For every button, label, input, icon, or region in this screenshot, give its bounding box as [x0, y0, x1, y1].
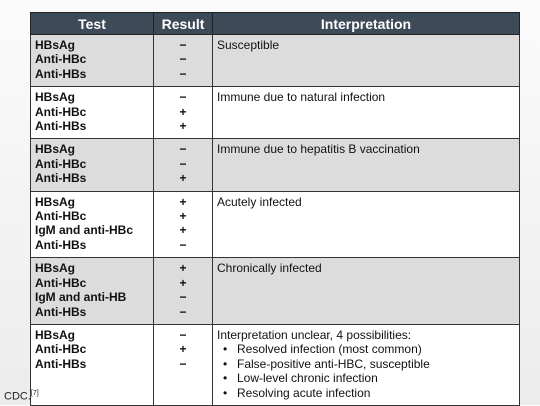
result-cell: − − − — [153, 33, 213, 88]
test-name: Anti-HBs — [35, 237, 87, 252]
hbv-table: Test Result Interpretation HBsAg Anti-HBc An… — [30, 12, 520, 406]
result: + — [179, 342, 187, 357]
test-name: Anti-HBc — [35, 342, 87, 357]
result: − — [179, 66, 187, 81]
test-name: HBsAg — [35, 327, 76, 342]
test-cell: HBsAg Anti-HBc Anti-HBs — [30, 323, 154, 406]
footnote: CDC.[7] — [4, 390, 39, 403]
possibility: False-positive anti-HBC, susceptible — [237, 357, 515, 371]
result: − — [179, 142, 187, 157]
test-cell: HBsAg Anti-HBc IgM and anti-HBc Anti-HBs — [30, 190, 154, 259]
result: − — [179, 356, 187, 371]
result: + — [179, 194, 187, 209]
test-name: Anti-HBc — [35, 275, 87, 290]
test-name: Anti-HBc — [35, 156, 87, 171]
reference: [7] — [30, 390, 39, 397]
test-name: Anti-HBs — [35, 119, 87, 134]
result: − — [179, 237, 187, 252]
test-name: HBsAg — [35, 261, 76, 276]
table-body: HBsAg Anti-HBc Anti-HBs − − − Susceptible HBsAg… — [30, 33, 520, 406]
table-row: HBsAg Anti-HBc Anti-HBs − + − Interpretation u… — [30, 323, 520, 406]
interpretation-cell: Acutely infected — [212, 190, 520, 259]
test-name: Anti-HBs — [35, 171, 87, 186]
result: + — [179, 171, 187, 186]
test-name: HBsAg — [35, 90, 76, 105]
result: + — [179, 275, 187, 290]
test-name: Anti-HBc — [35, 209, 87, 224]
test-name: HBsAg — [35, 38, 76, 52]
possibility: Low-level chronic infection — [237, 371, 515, 385]
result: − — [179, 290, 187, 305]
interpretation-cell: Immune due to natural infection — [212, 86, 520, 140]
test-name: Anti-HBc — [35, 52, 87, 67]
interpretation: Susceptible — [217, 38, 280, 52]
interpretation-cell: Interpretation unclear, 4 possibilities:… — [212, 323, 520, 406]
result: − — [179, 156, 187, 171]
result-cell: − + − — [153, 323, 213, 406]
table-row: HBsAg Anti-HBc Anti-HBs − − − Susceptible — [30, 33, 520, 88]
interpretation: Acutely infected — [217, 194, 302, 209]
test-name: Anti-HBs — [35, 304, 87, 319]
header-cell: Interpretation — [212, 12, 520, 35]
possibility-list: Resolved infection (most common)False-po… — [217, 342, 515, 400]
possibility: Resolving acute infection — [237, 386, 515, 400]
test-name: Anti-HBc — [35, 104, 87, 119]
result: + — [179, 209, 187, 224]
test-name: IgM and anti-HBc — [35, 223, 133, 238]
interpretation: Interpretation unclear, 4 possibilities: — [217, 327, 412, 342]
interpretation: Immune due to hepatitis B vaccination — [217, 142, 420, 157]
result: + — [179, 119, 187, 134]
test-name: Anti-HBs — [35, 66, 87, 81]
result-cell: + + − − — [153, 257, 213, 325]
test-name: HBsAg — [35, 194, 76, 209]
table-row: HBsAg Anti-HBc IgM and anti-HB Anti-HBs + + − −… — [30, 257, 520, 325]
test-name: Anti-HBs — [35, 356, 87, 371]
interpretation-cell: Susceptible — [212, 33, 520, 88]
source: CDC. — [4, 390, 31, 403]
result: + — [179, 261, 187, 276]
header-row: Test Result Interpretation — [30, 12, 520, 35]
table-row: HBsAg Anti-HBc IgM and anti-HBc Anti-HBs + + +… — [30, 190, 520, 259]
result: + — [179, 223, 187, 238]
result: − — [179, 327, 187, 342]
result: − — [179, 52, 187, 67]
result: − — [179, 304, 187, 319]
header-cell: Result — [153, 12, 213, 35]
test-cell: HBsAg Anti-HBc IgM and anti-HB Anti-HBs — [30, 257, 154, 325]
test-cell: HBsAg Anti-HBc Anti-HBs — [30, 138, 154, 192]
result-cell: − + + — [153, 86, 213, 140]
test-name: IgM and anti-HB — [35, 290, 127, 305]
possibility: Resolved infection (most common) — [237, 342, 515, 356]
interpretation-cell: Chronically infected — [212, 257, 520, 325]
table-row: HBsAg Anti-HBc Anti-HBs − + + Immune due to na… — [30, 86, 520, 140]
result: + — [179, 104, 187, 119]
interpretation: Chronically infected — [217, 261, 322, 276]
interpretation: Immune due to natural infection — [217, 90, 386, 105]
test-cell: HBsAg Anti-HBc Anti-HBs — [30, 33, 154, 88]
header-cell: Test — [30, 12, 154, 35]
interpretation-cell: Immune due to hepatitis B vaccination — [212, 138, 520, 192]
result: − — [179, 90, 187, 105]
test-cell: HBsAg Anti-HBc Anti-HBs — [30, 86, 154, 140]
table-row: HBsAg Anti-HBc Anti-HBs − − + Immune due to he… — [30, 138, 520, 192]
result: − — [179, 38, 187, 52]
test-name: HBsAg — [35, 142, 76, 157]
result-cell: + + + − — [153, 190, 213, 259]
result-cell: − − + — [153, 138, 213, 192]
